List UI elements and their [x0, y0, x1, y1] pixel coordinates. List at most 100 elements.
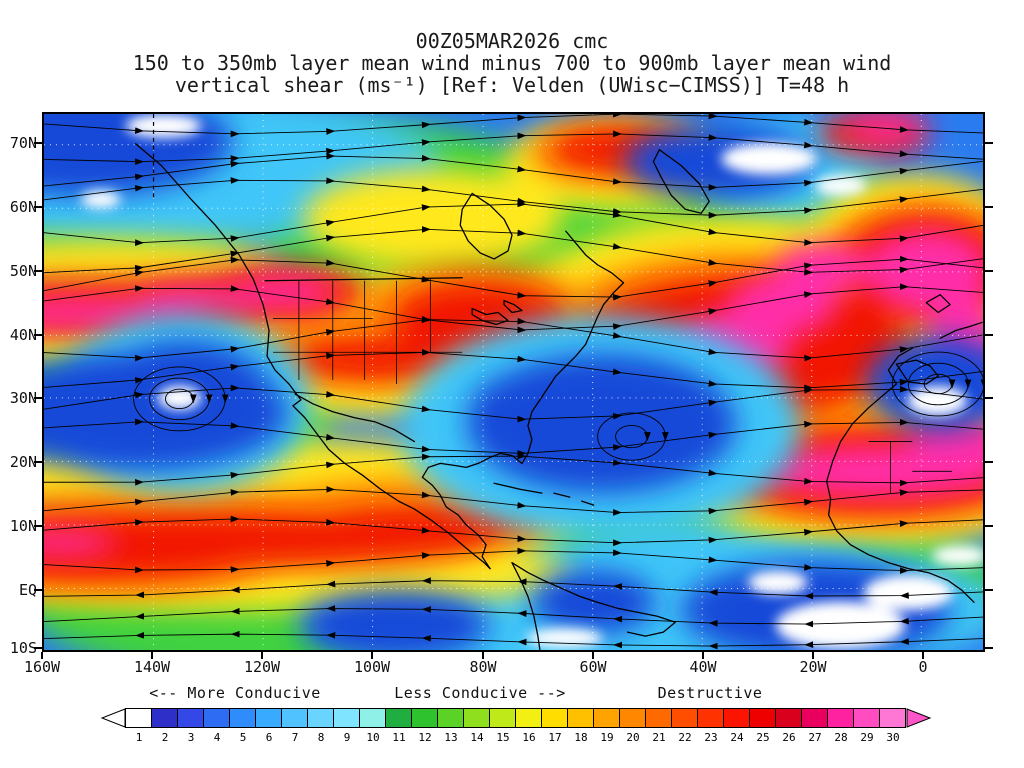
- colorbar-cells: 1 2 3 4 5 6 7 8 9 10 11 12 13 14 15 16 17 18 19 20 21 22 23 24 2…: [125, 708, 906, 744]
- colorbar-cell: 9: [333, 708, 360, 744]
- chart-title-datetime: 00Z05MAR2026 cmc: [415, 29, 609, 53]
- colorbar-cell: 6: [255, 708, 282, 744]
- colorbar-swatch: [541, 708, 568, 728]
- colorbar-value: 11: [392, 731, 406, 744]
- colorbar-cell: 29: [853, 708, 880, 744]
- chart-title-description: 150 to 350mb layer mean wind minus 700 t…: [132, 51, 892, 75]
- colorbar-value: 6: [265, 731, 273, 744]
- colorbar: 1 2 3 4 5 6 7 8 9 10 11 12 13 14 15 16 17 18 19 20 21 22 23 24 2…: [100, 708, 932, 744]
- lon-tick-label: 80W: [469, 658, 497, 676]
- colorbar-cell: 10: [359, 708, 386, 744]
- colorbar-swatch: [359, 708, 386, 728]
- colorbar-value: 21: [652, 731, 666, 744]
- colorbar-swatch: [203, 708, 230, 728]
- lat-tick-label: 30N: [9, 389, 37, 407]
- colorbar-value: 1: [135, 731, 143, 744]
- colorbar-cell: 19: [593, 708, 620, 744]
- lon-tick: [812, 652, 814, 659]
- colorbar-swatch: [281, 708, 308, 728]
- colorbar-swatch: [749, 708, 776, 728]
- colorbar-swatch: [801, 708, 828, 728]
- colorbar-value: 3: [187, 731, 195, 744]
- colorbar-value: 15: [496, 731, 510, 744]
- colorbar-cell: 30: [879, 708, 906, 744]
- colorbar-value: 4: [213, 731, 221, 744]
- colorbar-cell: 13: [437, 708, 464, 744]
- lat-tick: [34, 334, 42, 336]
- colorbar-value: 26: [782, 731, 796, 744]
- lat-tick-label: 10S: [9, 639, 37, 657]
- colorbar-cell: 7: [281, 708, 308, 744]
- lat-tick: [34, 142, 42, 144]
- lat-tick: [985, 589, 993, 591]
- legend-more-conducive: <-- More Conducive: [149, 684, 321, 702]
- lat-tick: [985, 142, 993, 144]
- colorbar-swatch: [151, 708, 178, 728]
- colorbar-value: 12: [418, 731, 432, 744]
- colorbar-value: 17: [548, 731, 562, 744]
- colorbar-swatch: [307, 708, 334, 728]
- colorbar-value: 5: [239, 731, 247, 744]
- colorbar-cell: 18: [567, 708, 594, 744]
- lon-tick-label: 120W: [243, 658, 281, 676]
- lon-tick-label: 160W: [23, 658, 61, 676]
- colorbar-swatch: [775, 708, 802, 728]
- colorbar-swatch: [437, 708, 464, 728]
- colorbar-swatch: [385, 708, 412, 728]
- lat-tick-label: EQ: [18, 581, 37, 599]
- lat-tick: [34, 206, 42, 208]
- lon-tick: [41, 652, 43, 659]
- lat-tick-label: 50N: [9, 262, 37, 280]
- lon-tick: [922, 652, 924, 659]
- lat-tick-label: 60N: [9, 198, 37, 216]
- lon-tick-label: 0: [918, 658, 928, 676]
- colorbar-swatch: [671, 708, 698, 728]
- lon-tick-label: 40W: [689, 658, 717, 676]
- colorbar-cell: 2: [151, 708, 178, 744]
- lon-tick-label: 100W: [353, 658, 391, 676]
- colorbar-swatch: [229, 708, 256, 728]
- lat-tick-label: 20N: [9, 453, 37, 471]
- colorbar-cell: 20: [619, 708, 646, 744]
- colorbar-swatch: [567, 708, 594, 728]
- colorbar-cell: 11: [385, 708, 412, 744]
- colorbar-swatch: [619, 708, 646, 728]
- colorbar-cell: 3: [177, 708, 204, 744]
- colorbar-swatch: [515, 708, 542, 728]
- lat-tick-label: 70N: [9, 134, 37, 152]
- lat-tick: [985, 397, 993, 399]
- lat-tick: [985, 270, 993, 272]
- colorbar-swatch: [177, 708, 204, 728]
- colorbar-swatch: [333, 708, 360, 728]
- colorbar-cell: 25: [749, 708, 776, 744]
- lon-tick: [702, 652, 704, 659]
- colorbar-value: 22: [678, 731, 692, 744]
- colorbar-cell: 4: [203, 708, 230, 744]
- colorbar-value: 7: [291, 731, 299, 744]
- colorbar-value: 29: [860, 731, 874, 744]
- chart-title-reference: vertical shear (ms⁻¹) [Ref: Velden (UWis…: [174, 73, 850, 97]
- colorbar-value: 9: [343, 731, 351, 744]
- lat-tick: [985, 647, 993, 649]
- lat-tick: [34, 647, 42, 649]
- colorbar-value: 25: [756, 731, 770, 744]
- colorbar-cell: 8: [307, 708, 334, 744]
- colorbar-value: 30: [886, 731, 900, 744]
- colorbar-value: 10: [366, 731, 380, 744]
- colorbar-cell: 16: [515, 708, 542, 744]
- colorbar-value: 16: [522, 731, 536, 744]
- lat-tick: [985, 461, 993, 463]
- colorbar-value: 27: [808, 731, 822, 744]
- lat-tick: [34, 461, 42, 463]
- colorbar-value: 23: [704, 731, 718, 744]
- streamlines: [44, 114, 983, 650]
- colorbar-right-arrow: [906, 708, 932, 728]
- lon-tick-label: 140W: [133, 658, 171, 676]
- colorbar-value: 8: [317, 731, 325, 744]
- lon-tick: [151, 652, 153, 659]
- colorbar-swatch: [827, 708, 854, 728]
- colorbar-cell: 23: [697, 708, 724, 744]
- lat-tick: [985, 525, 993, 527]
- colorbar-value: 28: [834, 731, 848, 744]
